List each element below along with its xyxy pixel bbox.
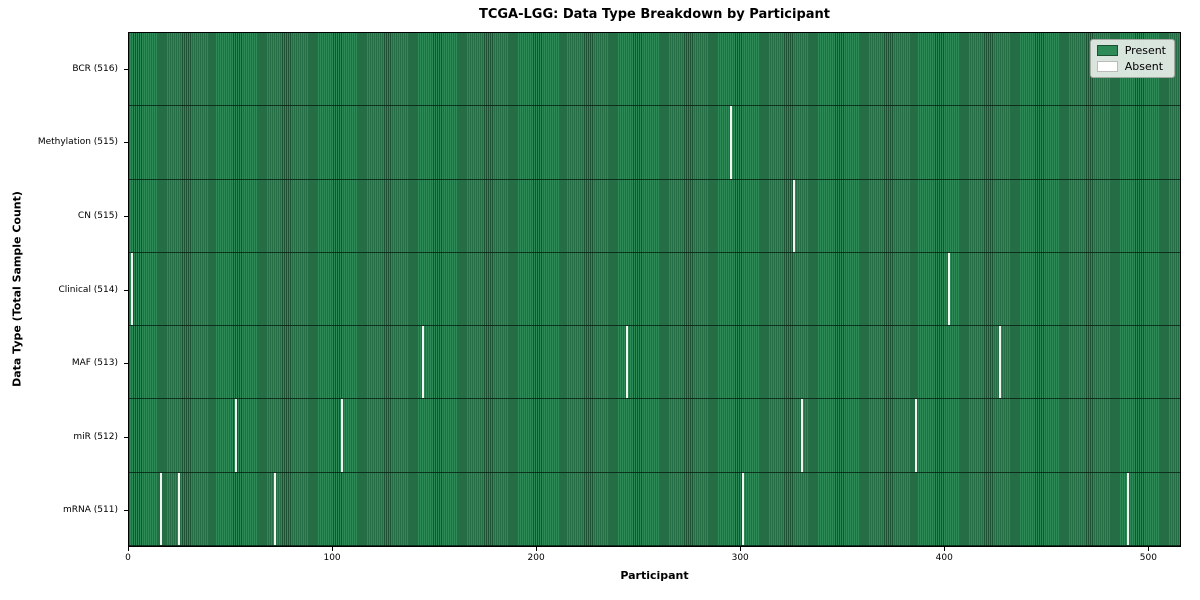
x-tick-label: 400 — [935, 553, 953, 563]
y-tick-mark — [124, 68, 128, 70]
absent-gap — [340, 399, 344, 472]
absent-gap — [793, 179, 796, 252]
legend-item: Present — [1096, 44, 1166, 57]
legend-item: Absent — [1096, 60, 1166, 73]
absent-gap — [422, 326, 425, 399]
x-tick-label: 300 — [731, 553, 749, 563]
y-tick-mark — [124, 215, 128, 217]
absent-gap — [159, 472, 162, 545]
x-tick-label: 100 — [323, 553, 341, 563]
y-tick-label: miR (512) — [73, 431, 118, 442]
y-tick-label: Clinical (514) — [58, 284, 118, 295]
absent-gap — [273, 472, 276, 545]
row-MAF — [129, 326, 1180, 400]
x-tick-mark — [332, 547, 334, 551]
y-tick-label: MAF (513) — [71, 358, 118, 369]
x-tick-label: 200 — [527, 553, 545, 563]
plot-area: Present Absent — [128, 32, 1181, 547]
absent-gap — [1127, 472, 1130, 545]
absent-gap — [998, 326, 1001, 399]
row-Clinical — [129, 252, 1180, 327]
y-tick-label: BCR (516) — [72, 63, 118, 74]
legend-label: Absent — [1124, 60, 1164, 73]
x-tick-label: 0 — [125, 553, 131, 563]
row-Methylation — [129, 106, 1180, 180]
legend-swatch — [1096, 45, 1118, 56]
legend-label: Present — [1124, 44, 1166, 57]
x-tick-label: 500 — [1139, 553, 1157, 563]
absent-gap — [177, 472, 181, 545]
row-BCR — [129, 33, 1180, 107]
y-tick-label: Methylation (515) — [37, 137, 118, 148]
row-miR — [129, 399, 1180, 473]
absent-gap — [729, 106, 733, 179]
y-tick-label: CN (515) — [77, 210, 118, 221]
x-tick-mark — [128, 547, 129, 551]
y-tick-mark — [124, 510, 128, 512]
y-tick-label: mRNA (511) — [63, 505, 118, 516]
x-axis-label: Participant — [620, 569, 689, 582]
absent-gap — [131, 252, 134, 326]
row-CN — [129, 179, 1180, 253]
absent-gap — [234, 399, 238, 472]
absent-gap — [625, 326, 629, 399]
x-tick-mark — [740, 547, 742, 551]
x-tick-mark — [944, 547, 946, 551]
legend: Present Absent — [1089, 39, 1175, 78]
chart-title: TCGA-LGG: Data Type Breakdown by Partici… — [478, 7, 831, 22]
y-tick-mark — [124, 289, 128, 291]
row-mRNA — [129, 472, 1180, 546]
x-tick-mark — [536, 547, 538, 551]
absent-gap — [947, 252, 950, 326]
y-tick-mark — [124, 142, 128, 144]
y-tick-mark — [124, 436, 128, 438]
x-tick-mark — [1148, 547, 1150, 551]
y-tick-mark — [124, 363, 128, 365]
absent-gap — [742, 472, 745, 545]
absent-gap — [915, 399, 918, 472]
absent-gap — [801, 399, 804, 472]
legend-swatch — [1096, 61, 1118, 72]
